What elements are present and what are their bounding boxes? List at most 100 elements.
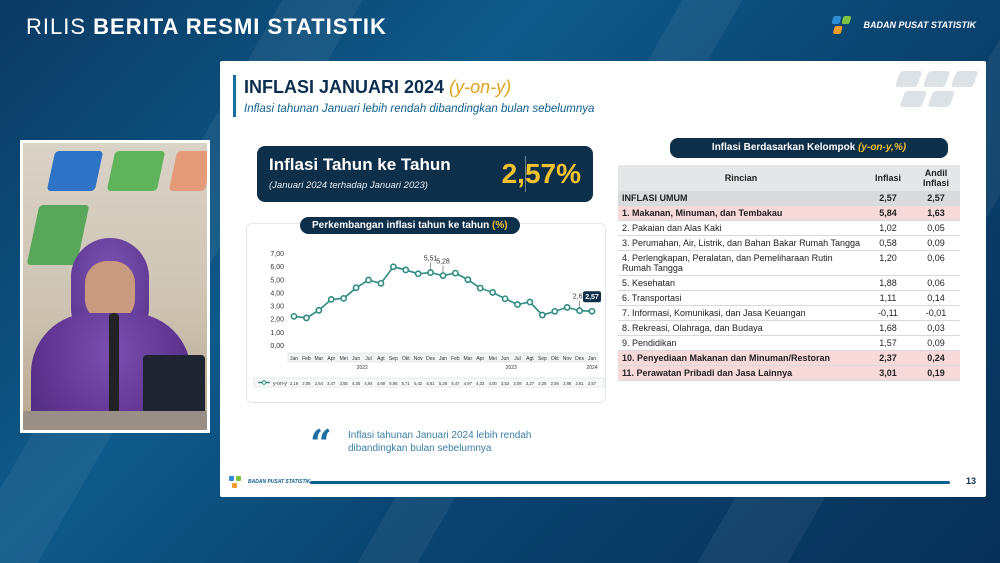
headline-note: (Januari 2024 terhadap Januari 2023) <box>269 180 428 191</box>
y-tick-label: 0,00 <box>270 343 284 350</box>
data-table-value: 4,33 <box>476 381 485 386</box>
y-tick-label: 1,00 <box>270 330 284 337</box>
data-point <box>303 314 310 322</box>
table-row: 1. Makanan, Minuman, dan Tembakau 5,84 1,6… <box>618 205 960 221</box>
data-point <box>290 312 298 320</box>
data-point <box>526 298 534 306</box>
slide-title-yoy: (y-on-y) <box>449 77 512 97</box>
x-tick-label: Mei <box>489 356 497 362</box>
row-label: 4. Perlengkapan, Peralatan, dan Pemeliha… <box>618 250 864 276</box>
data-table-value: 3,55 <box>340 381 349 386</box>
data-point <box>501 295 509 303</box>
bps-logo-footer: BADAN PUSAT STATISTIK <box>228 475 311 489</box>
chart-title-text: Perkembangan inflasi tahun ke tahun <box>312 220 490 231</box>
data-table-value: 2,18 <box>290 381 299 386</box>
col-header-andil: Andil Inflasi <box>912 165 960 191</box>
wall-logo-tile <box>46 151 104 191</box>
year-label: 2022 <box>357 365 368 371</box>
y-tick-label: 6,00 <box>270 264 284 271</box>
x-tick-label: Apr <box>476 356 484 362</box>
data-point <box>315 306 323 314</box>
table-row: 8. Rekreasi, Olahraga, dan Budaya 1,68 0,0… <box>618 320 960 336</box>
row-andil: 0,09 <box>912 335 960 351</box>
data-point <box>377 279 385 287</box>
col-header-rincian: Rincian <box>618 165 864 191</box>
row-andil: 0,06 <box>912 275 960 291</box>
data-table-value: 3,08 <box>513 381 522 386</box>
row-label: 8. Rekreasi, Olahraga, dan Budaya <box>618 320 864 336</box>
y-tick-label: 4,00 <box>270 290 284 297</box>
data-table-value: 2,28 <box>538 381 547 386</box>
data-table-value: 5,95 <box>389 381 398 386</box>
desk <box>23 411 207 430</box>
x-tick-label: Agt <box>526 356 534 362</box>
data-table-value: 5,51 <box>427 381 436 386</box>
bps-logo-header: BADAN PUSAT STATISTIK <box>831 14 976 36</box>
presentation-slide: INFLASI JANUARI 2024 (y-on-y) Inflasi ta… <box>220 61 986 497</box>
x-tick-label: Jun <box>352 356 360 362</box>
row-andil: 0,09 <box>912 235 960 251</box>
table-header-row: Rincian Inflasi Andil Inflasi <box>618 165 960 191</box>
x-tick-label: Sep <box>538 356 547 362</box>
table-row: 10. Penyediaan Makanan dan Minuman/Resto… <box>618 350 960 366</box>
row-andil: 0,14 <box>912 290 960 306</box>
title-accent-bar <box>233 75 236 117</box>
data-table-value: 2,61 <box>576 381 585 386</box>
y-tick-label: 3,00 <box>270 304 284 311</box>
annotation-label: 2,61 <box>573 294 587 301</box>
row-label: INFLASI UMUM <box>618 191 864 206</box>
x-tick-label: Des <box>426 356 435 362</box>
table-row: 9. Pendidikan 1,57 0,09 <box>618 335 960 351</box>
data-table-value: 3,27 <box>526 381 535 386</box>
data-point <box>402 266 410 274</box>
data-point <box>588 307 596 315</box>
data-point <box>538 311 546 319</box>
row-inflasi: 0,58 <box>864 235 912 251</box>
chart-title-unit: (%) <box>492 220 508 231</box>
headline-value: 2,57% <box>501 158 581 189</box>
highlight-data-label: 2,57 <box>585 294 599 301</box>
row-inflasi: 1,57 <box>864 335 912 351</box>
x-tick-label: Jan <box>439 356 447 362</box>
headline-divider <box>525 156 526 192</box>
x-tick-label: Jan <box>290 356 298 362</box>
row-andil: 0,24 <box>912 350 960 366</box>
page-number: 13 <box>965 476 976 486</box>
inflation-group-table: Rincian Inflasi Andil Inflasi INFLASI UM… <box>618 165 960 381</box>
row-label: 10. Penyediaan Makanan dan Minuman/Resto… <box>618 350 864 366</box>
row-inflasi: 1,20 <box>864 250 912 276</box>
row-andil: 0,03 <box>912 320 960 336</box>
x-axis-band <box>287 352 599 363</box>
annotation-label: 5,51 <box>424 256 438 263</box>
row-inflasi: 1,68 <box>864 320 912 336</box>
row-inflasi: 5,84 <box>864 205 912 221</box>
table-row: 7. Informasi, Komunikasi, dan Jasa Keuan… <box>618 305 960 321</box>
bps-watermark-icon <box>896 71 978 107</box>
x-tick-label: Mar <box>315 356 324 362</box>
col-header-inflasi: Inflasi <box>864 165 912 191</box>
legend-label: y-on-y <box>273 381 287 387</box>
row-label: 11. Perawatan Pribadi dan Jasa Lainnya <box>618 365 864 381</box>
x-tick-label: Jun <box>501 356 509 362</box>
data-point <box>427 269 434 276</box>
footer-bar <box>310 481 950 484</box>
data-table-value: 3,52 <box>501 381 510 386</box>
table-title: Inflasi Berdasarkan Kelompok (y-on-y,%) <box>670 138 948 158</box>
data-table-value: 2,56 <box>551 381 560 386</box>
x-tick-label: Jul <box>514 356 520 362</box>
data-table-value: 5,71 <box>402 381 411 386</box>
data-table-value: 5,28 <box>439 381 448 386</box>
chart-title: Perkembangan inflasi tahun ke tahun (%) <box>300 217 520 234</box>
x-tick-label: Mar <box>464 356 473 362</box>
data-point <box>551 307 559 315</box>
data-point <box>563 304 571 311</box>
row-andil: 0,06 <box>912 250 960 276</box>
row-label: 6. Transportasi <box>618 290 864 306</box>
x-tick-label: Feb <box>302 356 311 362</box>
legend-band <box>253 377 605 388</box>
row-andil: 2,57 <box>912 191 960 206</box>
row-inflasi: 1,11 <box>864 290 912 306</box>
bps-logo-icon <box>831 16 851 34</box>
headline-title: Inflasi Tahun ke Tahun <box>269 155 451 174</box>
slide-title: INFLASI JANUARI 2024 (y-on-y) <box>244 77 511 98</box>
